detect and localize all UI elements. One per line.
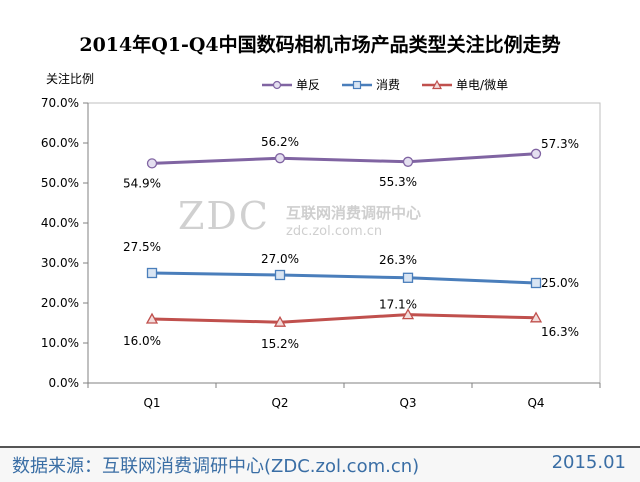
footer-source: 数据来源：互联网消费调研中心(ZDC.zol.com.cn) [12,456,420,477]
legend-swatch-slr [262,80,292,89]
legend-label-compact: 消费 [376,78,401,92]
data-point [146,267,158,279]
x-tick-label: Q4 [527,396,544,410]
x-tick-label: Q3 [399,396,416,410]
data-point [402,156,414,167]
data-point [530,148,542,159]
legend-label-mirrorless: 单电/微单 [456,78,509,92]
data-point [273,315,287,327]
y-tick-label: 10.0% [41,336,79,350]
series-line-0 [151,152,537,165]
legend-label-slr: 单反 [296,78,321,92]
y-tick-label: 50.0% [41,176,79,190]
data-label: 55.3% [379,175,417,189]
data-point [401,308,415,320]
data-label: 27.0% [261,252,299,266]
data-point [146,158,158,169]
watermark-url: zdc.zol.com.cn [286,224,383,239]
line-chart: 0.0% 10.0% 20.0% 30.0% 40.0% 50.0% 60.0% 70.0% Q… [41,96,601,410]
legend-item-slr: 单反 [262,76,320,93]
series-line-2 [151,313,537,324]
data-label: 56.2% [261,135,299,149]
data-point [402,272,414,283]
data-point [529,311,543,323]
data-point [274,269,286,281]
footer: 数据来源：互联网消费调研中心(ZDC.zol.com.cn) 2015.01 [0,446,640,482]
y-tick-label: 40.0% [41,216,79,230]
data-point [145,312,159,324]
legend-item-mirrorless: 单电/微单 [422,76,508,93]
data-label: 54.9% [123,176,161,190]
data-point [274,153,286,164]
legend-swatch-mirrorless [422,79,453,89]
legend-item-compact: 消费 [342,76,400,93]
y-axis-title: 关注比例 [46,72,95,86]
plot-area [87,102,601,384]
x-tick-label: Q1 [143,396,160,410]
data-label: 16.0% [123,334,161,348]
footer-date: 2015.01 [551,452,626,473]
y-tick-label: 0.0% [49,376,80,390]
data-label: 27.5% [123,240,161,254]
data-label: 17.1% [379,298,417,312]
data-point [530,277,542,289]
series-line-1 [151,271,537,285]
x-tick-label: Q2 [271,396,288,410]
data-label: 57.3% [541,137,579,151]
data-label: 26.3% [379,253,417,267]
chart-title: 2014年Q1-Q4中国数码相机市场产品类型关注比例走势 [79,34,561,56]
watermark-logo: ZDC [178,194,270,238]
y-tick-label: 20.0% [41,296,79,310]
y-tick-label: 30.0% [41,256,79,270]
data-label: 16.3% [541,325,579,339]
y-tick-label: 70.0% [41,96,79,110]
data-label: 25.0% [541,276,579,290]
y-tick-label: 60.0% [41,136,79,150]
data-label: 15.2% [261,337,299,351]
legend-swatch-compact [342,80,373,89]
legend: 单反 消费 单电/微单 [262,76,508,93]
watermark-name: 互联网消费调研中心 [286,204,422,222]
